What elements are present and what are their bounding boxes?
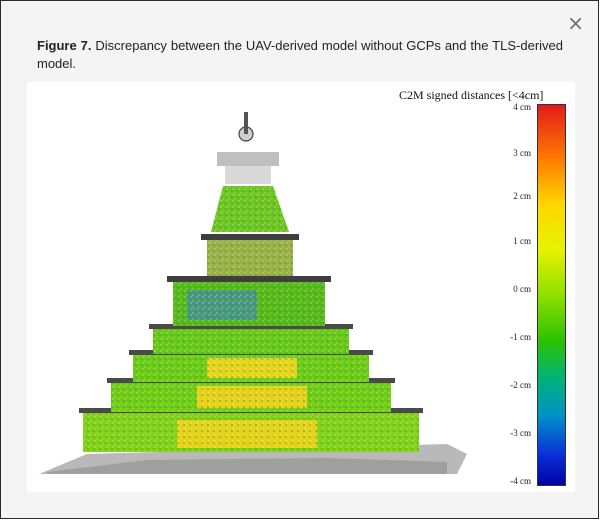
colorbar-tick: 4 cm <box>513 102 531 112</box>
colorbar <box>537 104 566 486</box>
colorbar-tick: 0 cm <box>513 284 531 294</box>
figure-caption: Figure 7. Discrepancy between the UAV-de… <box>37 37 563 73</box>
colorbar-title: C2M signed distances [<4cm] <box>399 88 544 102</box>
stupa-point-cloud <box>39 112 467 474</box>
colorbar-tick: -3 cm <box>510 428 531 438</box>
colorbar-tick: 1 cm <box>513 236 531 246</box>
colorbar-tick: -1 cm <box>510 332 531 342</box>
figure-label: Figure 7. <box>37 38 92 53</box>
colorbar-tick: 2 cm <box>513 191 531 201</box>
figure-image: C2M signed distances [<4cm] 4 cm 3 cm 2 … <box>27 82 575 492</box>
colorbar-tick: 3 cm <box>513 148 531 158</box>
close-icon[interactable]: × <box>567 11 584 35</box>
caption-text: Discrepancy between the UAV-derived mode… <box>37 38 563 71</box>
colorbar-tick: -4 cm <box>510 476 531 486</box>
colorbar-tick: -2 cm <box>510 380 531 390</box>
